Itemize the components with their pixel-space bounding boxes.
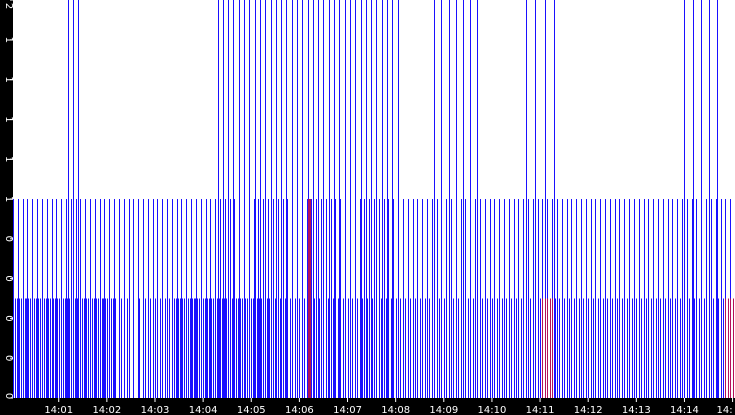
x-tick-label: 14:03: [141, 405, 170, 415]
x-tick-label: 14:10: [478, 405, 507, 415]
x-tick-label: 14:05: [237, 405, 266, 415]
x-tick-label: 14:08: [381, 405, 410, 415]
bars-group: [13, 0, 734, 398]
y-tick-label: 0: [3, 236, 14, 242]
x-tick-label: 14:02: [92, 405, 121, 415]
y-axis: 0 0 0 0 0 1 1 1 1 1 2: [3, 0, 14, 399]
x-tick-label: 14:13: [622, 405, 651, 415]
y-tick-label: 2: [3, 3, 14, 9]
y-tick-label: 0: [3, 355, 14, 361]
y-tick-label: 1: [3, 156, 14, 162]
x-tick-label: 14:: [716, 405, 732, 415]
y-tick-label: 1: [3, 116, 14, 122]
y-tick-label: 0: [3, 315, 14, 321]
x-tick-label: 14:11: [526, 405, 555, 415]
y-tick-label: 1: [3, 76, 14, 82]
y-tick-label: 0: [3, 275, 14, 281]
y-tick-label: 0: [3, 393, 14, 399]
x-axis: 14:01 14:02 14:03 14:04 14:05 14:06 14:07 14:08…: [44, 398, 734, 415]
x-tick-label: 14:07: [333, 405, 362, 415]
x-tick-label: 14:12: [574, 405, 603, 415]
x-tick-label: 14:04: [189, 405, 218, 415]
y-tick-label: 1: [3, 37, 14, 43]
x-tick-label: 14:01: [44, 405, 73, 415]
x-tick-label: 14:06: [285, 405, 314, 415]
x-tick-label: 14:09: [429, 405, 458, 415]
y-tick-label: 1: [3, 196, 14, 202]
x-tick-label: 14:14: [670, 405, 699, 415]
